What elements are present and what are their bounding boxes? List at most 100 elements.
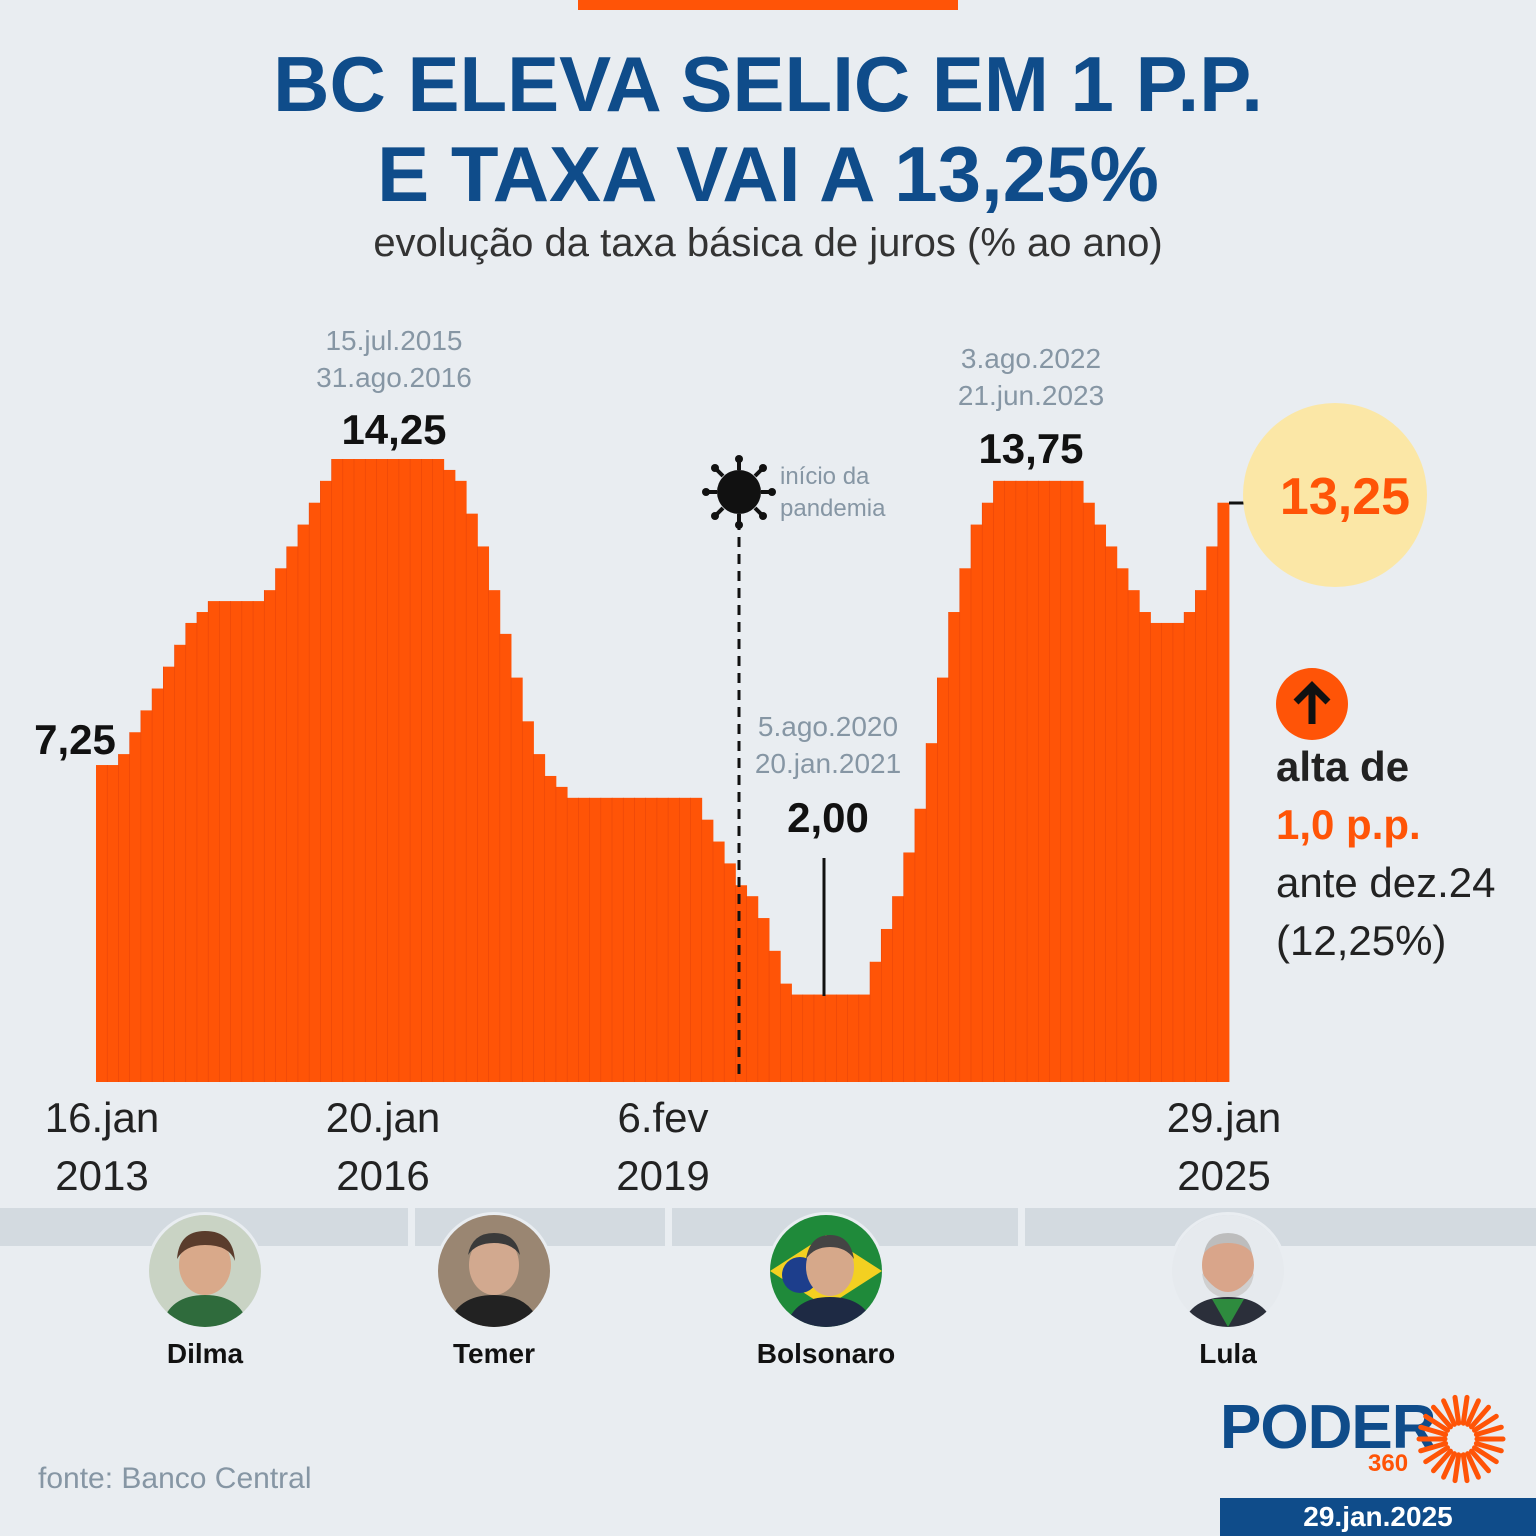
bar-71 (892, 896, 905, 1082)
sun-ray (1431, 1404, 1453, 1430)
bar-58 (746, 896, 759, 1082)
bar-19 (309, 502, 321, 1083)
peak2-date-1: 3.ago.2022 (961, 343, 1101, 374)
president-dilma: Dilma (125, 1212, 285, 1370)
bar-22 (342, 459, 355, 1082)
timeline-segment-lula (1025, 1208, 1536, 1246)
bar-67 (847, 994, 860, 1082)
bar-65 (825, 994, 837, 1082)
bar-11 (219, 601, 232, 1082)
side-note-line1: alta de (1276, 743, 1410, 790)
bar-89 (1094, 524, 1107, 1082)
pandemic-label-1: início da (780, 463, 870, 490)
bar-13 (241, 601, 254, 1082)
bar-99 (1206, 546, 1219, 1082)
bar-1 (107, 765, 119, 1082)
bar-52 (679, 797, 691, 1082)
side-note-line2: 1,0 p.p. (1276, 801, 1421, 848)
bar-100 (1217, 502, 1230, 1083)
bar-60 (769, 950, 781, 1082)
bar-38 (522, 721, 534, 1082)
virus-icon (702, 455, 776, 529)
peak1-date-2: 31.ago.2016 (316, 362, 472, 393)
x-label-3-line1: 6.fev (617, 1094, 708, 1141)
bar-81 (1004, 480, 1017, 1082)
bar-83 (1027, 480, 1039, 1082)
bar-78 (970, 524, 983, 1082)
current-value: 13,25 (1280, 468, 1410, 526)
bar-3 (129, 732, 142, 1082)
bar-39 (533, 754, 546, 1082)
bar-33 (466, 513, 478, 1082)
sun-ray (1418, 1424, 1449, 1437)
avatar (435, 1212, 553, 1330)
pandemic-label-2: pandemia (780, 495, 886, 522)
bar-0 (96, 765, 108, 1082)
x-label-2-line2: 2016 (336, 1152, 429, 1199)
bar-2 (118, 754, 131, 1082)
bar-70 (881, 928, 893, 1082)
bar-85 (1049, 480, 1062, 1082)
bar-30 (432, 459, 445, 1082)
bar-32 (454, 480, 467, 1082)
bar-57 (735, 885, 748, 1082)
bar-6 (163, 666, 175, 1082)
bar-76 (948, 612, 961, 1082)
bar-40 (544, 775, 557, 1082)
bar-23 (354, 459, 366, 1082)
bar-37 (511, 677, 523, 1082)
bar-48 (634, 797, 647, 1082)
sun-ray (1465, 1451, 1481, 1480)
trough-date-1: 5.ago.2020 (758, 711, 898, 742)
bar-4 (140, 710, 153, 1082)
bar-91 (1116, 568, 1129, 1082)
bar-20 (320, 480, 332, 1082)
bar-82 (1015, 480, 1028, 1082)
bar-34 (477, 546, 490, 1082)
sun-ray (1473, 1441, 1504, 1454)
x-label-3-line2: 2019 (616, 1152, 709, 1199)
sun-ray (1460, 1452, 1470, 1484)
bar-36 (499, 633, 512, 1082)
president-name: Lula (1199, 1338, 1257, 1369)
bar-47 (623, 797, 635, 1082)
bar-73 (914, 808, 927, 1082)
sun-ray (1441, 1451, 1457, 1480)
bar-21 (331, 459, 344, 1082)
bar-18 (297, 524, 310, 1082)
logo-word: PODER (1220, 1393, 1436, 1462)
person-portrait-icon (438, 1215, 550, 1327)
bar-44 (589, 797, 602, 1082)
bar-75 (937, 677, 949, 1082)
president-lula: Lula (1148, 1212, 1308, 1370)
bar-93 (1139, 612, 1151, 1082)
bar-80 (993, 480, 1006, 1082)
sun-ray (1469, 1404, 1491, 1430)
bar-95 (1161, 622, 1174, 1082)
bar-59 (757, 918, 770, 1082)
bar-90 (1105, 546, 1118, 1082)
bar-64 (813, 994, 826, 1082)
x-label-4-line1: 29.jan (1167, 1094, 1281, 1141)
source-note: fonte: Banco Central (38, 1462, 312, 1495)
up-arrow-badge (1276, 668, 1348, 740)
bar-27 (398, 459, 411, 1082)
bar-79 (982, 502, 994, 1083)
bar-29 (421, 459, 433, 1082)
bar-7 (174, 644, 187, 1082)
sun-ray (1441, 1398, 1457, 1427)
president-name: Dilma (166, 1338, 244, 1369)
peak1-value: 14,25 (341, 406, 446, 453)
sun-ray (1431, 1448, 1453, 1474)
bars-group (96, 459, 1230, 1083)
side-note-line3: ante dez.24 (1276, 859, 1496, 906)
bar-17 (286, 546, 299, 1082)
bar-12 (230, 601, 243, 1082)
bar-84 (1038, 480, 1050, 1082)
bar-87 (1071, 480, 1084, 1082)
bar-8 (185, 622, 198, 1082)
bar-16 (275, 568, 288, 1082)
sun-ray (1469, 1448, 1491, 1474)
sun-ray (1423, 1445, 1450, 1465)
bar-69 (870, 961, 882, 1082)
